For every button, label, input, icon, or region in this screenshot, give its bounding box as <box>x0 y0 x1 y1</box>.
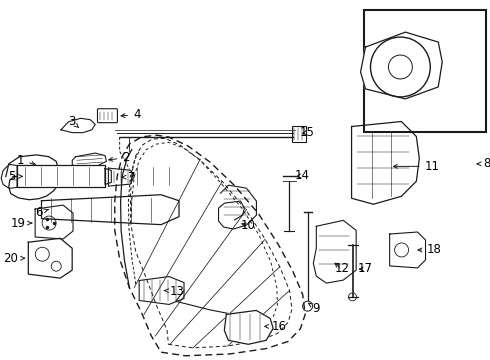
FancyBboxPatch shape <box>98 109 118 123</box>
Circle shape <box>370 37 430 97</box>
Text: 17: 17 <box>358 262 373 275</box>
Text: 12: 12 <box>334 262 349 275</box>
Polygon shape <box>224 310 273 344</box>
Text: 13: 13 <box>164 285 184 298</box>
Circle shape <box>303 301 313 311</box>
Circle shape <box>348 293 357 301</box>
Circle shape <box>389 55 413 79</box>
Circle shape <box>348 241 357 249</box>
Text: 16: 16 <box>265 320 287 333</box>
Circle shape <box>394 243 409 257</box>
Text: 15: 15 <box>299 126 314 139</box>
Polygon shape <box>351 122 419 204</box>
Text: 2: 2 <box>109 151 130 164</box>
Bar <box>364 10 486 131</box>
Text: 8: 8 <box>477 157 490 170</box>
Circle shape <box>42 216 56 230</box>
Circle shape <box>51 261 61 271</box>
Bar <box>17 166 105 187</box>
Text: 4: 4 <box>121 108 141 121</box>
Text: 6: 6 <box>35 206 49 219</box>
Text: 1: 1 <box>17 154 35 167</box>
Bar <box>292 126 306 141</box>
Text: 19: 19 <box>11 217 32 230</box>
Circle shape <box>35 247 49 261</box>
Text: 5: 5 <box>8 170 23 183</box>
Text: 7: 7 <box>122 171 136 184</box>
Text: 10: 10 <box>241 219 255 233</box>
Text: 9: 9 <box>309 302 320 315</box>
Polygon shape <box>313 220 356 283</box>
Text: 18: 18 <box>418 243 442 256</box>
Polygon shape <box>361 32 442 99</box>
Text: 3: 3 <box>69 116 79 129</box>
Text: 11: 11 <box>393 160 440 173</box>
Text: 14: 14 <box>294 169 309 182</box>
Text: 20: 20 <box>3 252 24 265</box>
